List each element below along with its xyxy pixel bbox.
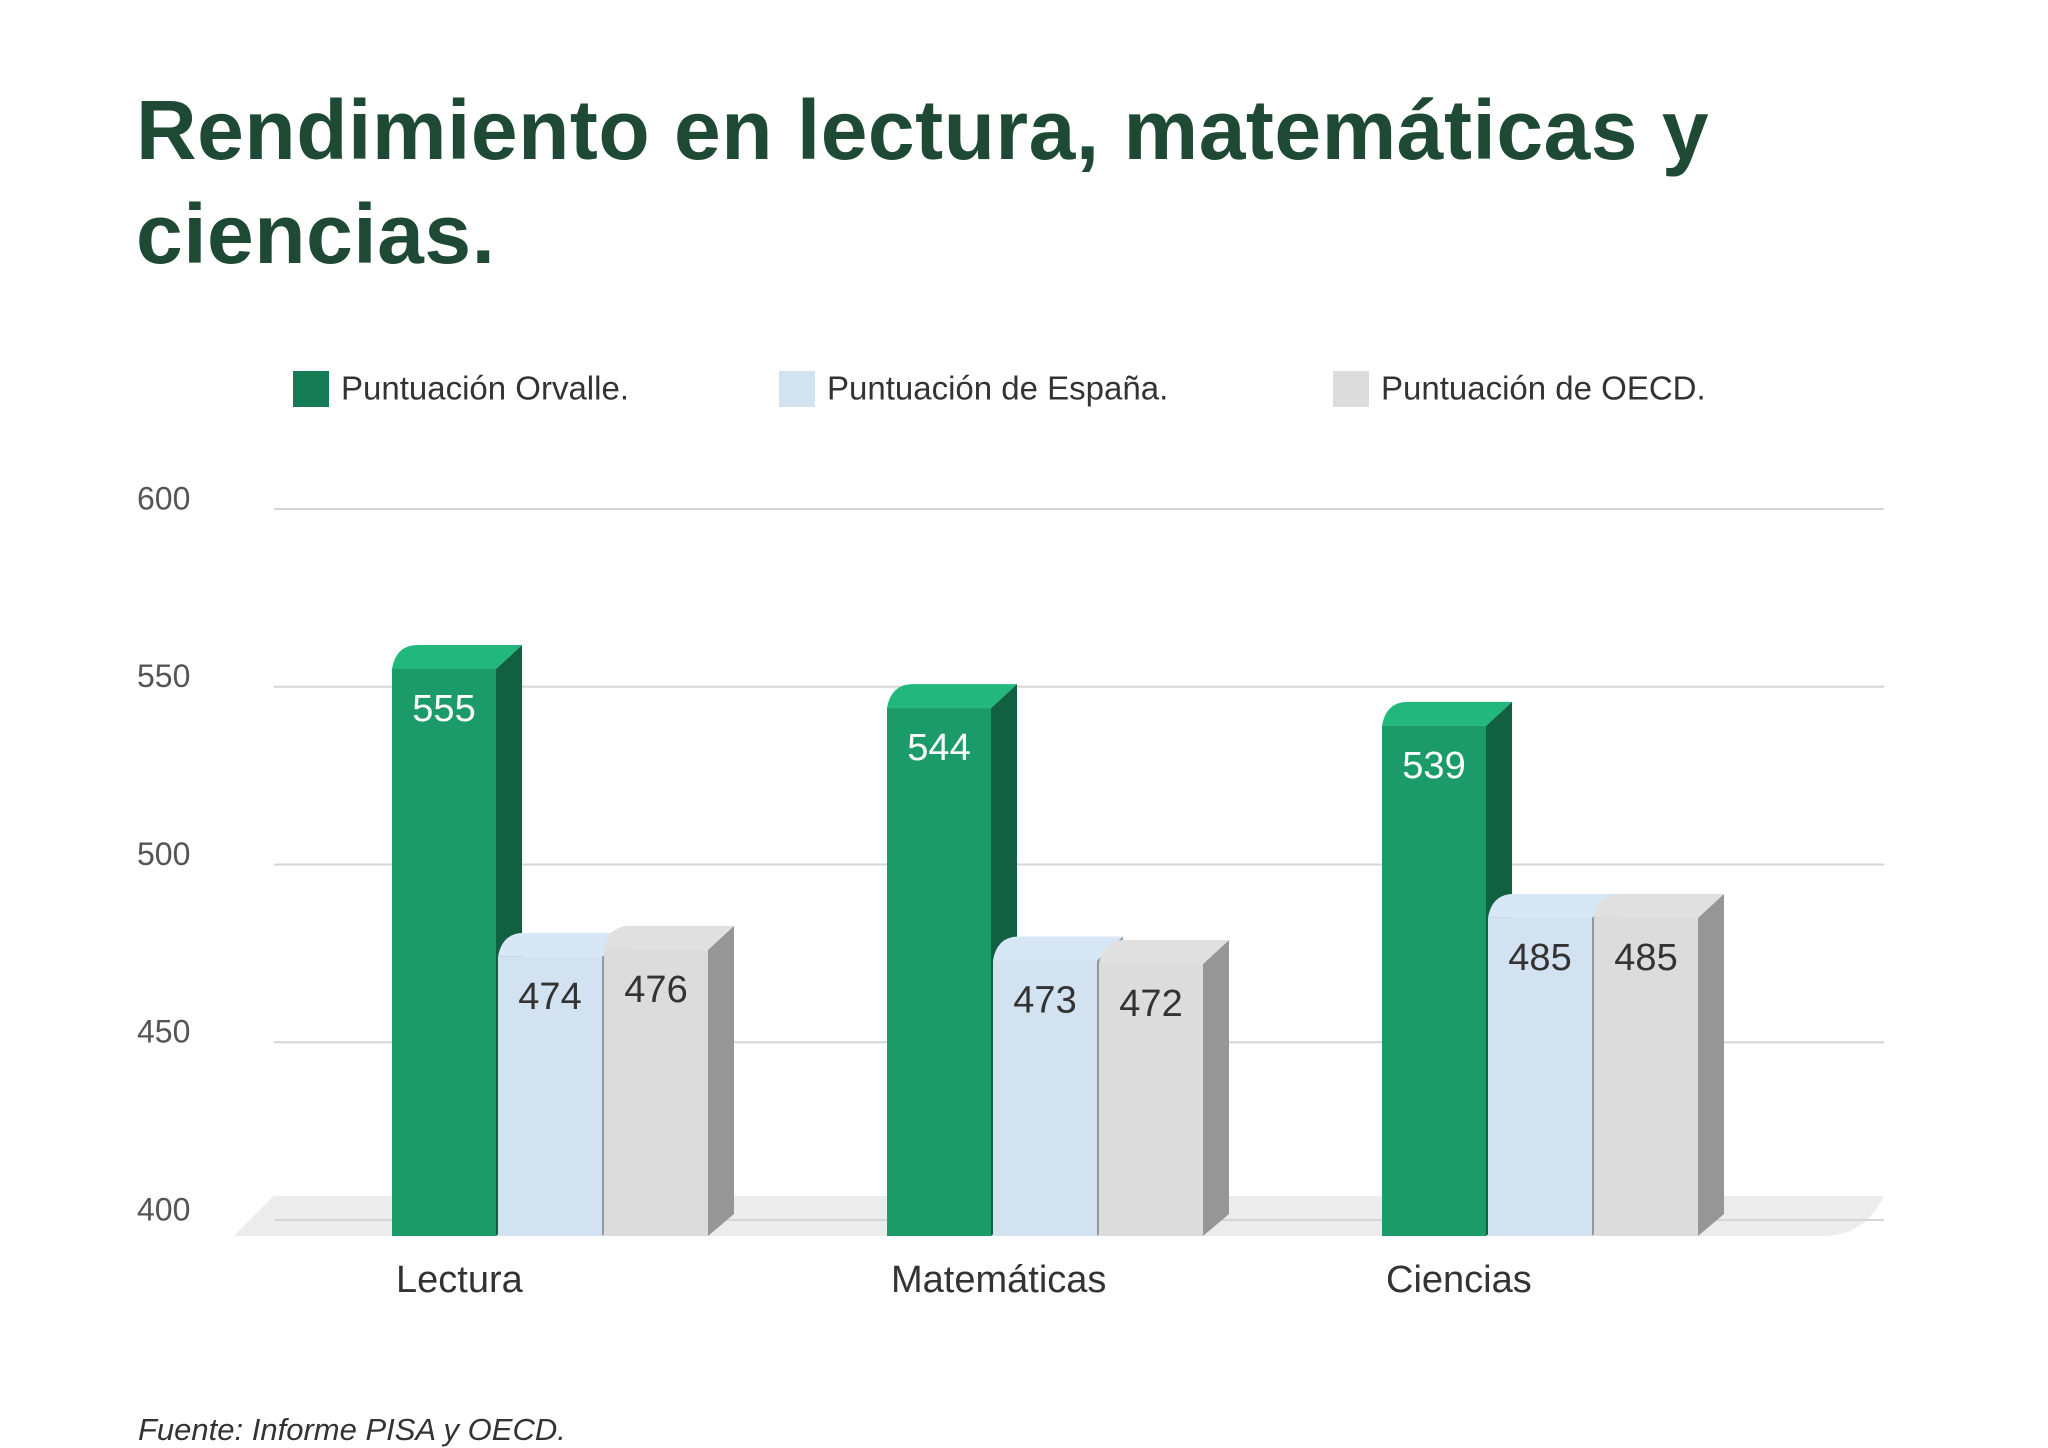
bar-side <box>1203 940 1229 1236</box>
bar <box>1099 964 1203 1236</box>
bar-top <box>887 684 1017 709</box>
legend-swatch <box>1333 371 1369 407</box>
data-label: 472 <box>1119 983 1182 1025</box>
bar-top <box>392 644 522 669</box>
y-tick-label: 550 <box>137 658 190 694</box>
bar-top <box>1594 893 1724 918</box>
bar <box>392 668 496 1236</box>
bar <box>604 949 708 1236</box>
bar <box>1594 917 1698 1236</box>
bar-top <box>993 936 1123 961</box>
data-label: 474 <box>518 976 581 1018</box>
legend-label: Puntuación Orvalle. <box>341 370 629 407</box>
bar <box>993 960 1097 1236</box>
bar-top <box>604 925 734 950</box>
legend-swatch <box>779 371 815 407</box>
chart-title: Rendimiento en lectura, matemáticas y ci… <box>136 83 1710 281</box>
y-tick-label: 400 <box>137 1191 190 1227</box>
bar <box>1382 725 1486 1236</box>
y-tick-label: 450 <box>137 1014 190 1050</box>
legend-swatch <box>293 371 329 407</box>
bar <box>498 956 602 1236</box>
data-label: 539 <box>1402 745 1465 787</box>
x-tick-label: Lectura <box>396 1259 524 1301</box>
x-tick-label: Matemáticas <box>891 1259 1106 1301</box>
legend-label: Puntuación de España. <box>827 370 1168 407</box>
data-label: 476 <box>624 969 687 1011</box>
legend-label: Puntuación de OECD. <box>1381 370 1706 407</box>
y-tick-label: 600 <box>137 480 190 516</box>
bar-top <box>1382 701 1512 726</box>
bar-top <box>498 932 628 957</box>
data-label: 544 <box>907 727 970 769</box>
bar-top <box>1099 940 1229 965</box>
bar-side <box>1698 893 1724 1236</box>
data-label: 473 <box>1013 980 1076 1022</box>
data-label: 485 <box>1508 937 1571 979</box>
y-tick-label: 500 <box>137 836 190 872</box>
bar <box>887 708 991 1236</box>
data-label: 485 <box>1614 937 1677 979</box>
x-tick-label: Ciencias <box>1386 1259 1532 1301</box>
bar-side <box>708 925 734 1236</box>
bar <box>1488 917 1592 1236</box>
source-note: Fuente: Informe PISA y OECD. <box>138 1412 566 1447</box>
data-label: 555 <box>412 688 475 730</box>
bar-top <box>1488 893 1618 918</box>
